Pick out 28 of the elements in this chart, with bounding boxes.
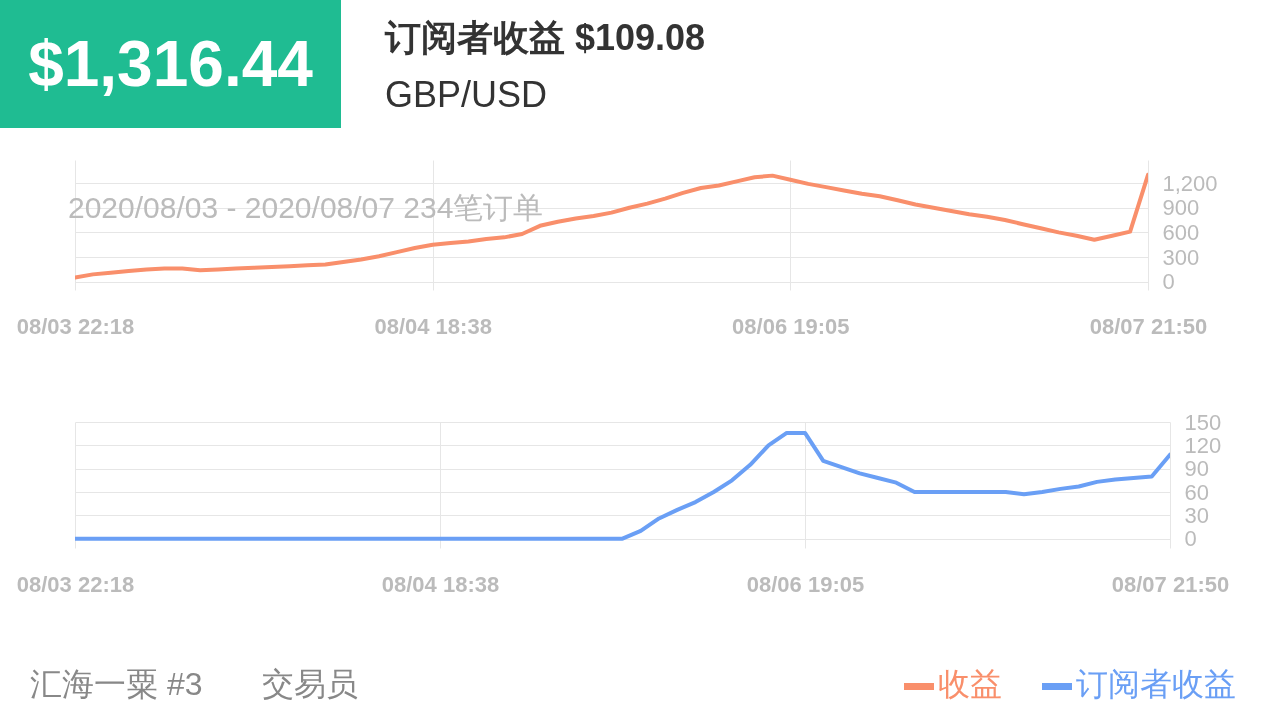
y-tick-label: 0 (1184, 526, 1197, 552)
y-tick-label: 60 (1184, 479, 1209, 505)
x-tick-label: 08/06 19:05 (732, 313, 850, 339)
x-tick-label: 08/07 21:50 (1111, 571, 1230, 597)
text: 交易员 (262, 665, 358, 704)
y-tick-label: 30 (1184, 502, 1209, 528)
x-tick-label: 08/03 22:18 (16, 313, 135, 339)
y-tick-label: 600 (1162, 219, 1200, 245)
legend-label: 收益 (937, 665, 1002, 704)
x-tick-label: 08/04 18:38 (381, 571, 500, 597)
y-tick-label: 0 (1162, 269, 1175, 295)
chart-title: 订阅者收益 $109.08 (385, 16, 706, 60)
x-tick-label: 08/07 21:50 (1089, 313, 1208, 339)
y-tick-label: 120 (1184, 432, 1222, 458)
line-series (75, 430, 1170, 541)
text: $1,316.44 (0, 0, 341, 128)
y-tick-label: 300 (1162, 244, 1200, 270)
legend-label: 订阅者收益 (1075, 665, 1236, 704)
y-tick-label: 1,200 (1162, 170, 1218, 196)
x-tick-label: 08/03 22:18 (16, 571, 135, 597)
text: 汇海一粟 #3 (30, 665, 203, 704)
y-tick-label: 90 (1184, 456, 1209, 482)
y-tick-label: 150 (1184, 409, 1222, 435)
annotation: 2020/08/03 - 2020/08/07 234笔订单 (68, 190, 544, 226)
y-tick-label: 900 (1162, 195, 1200, 221)
x-tick-label: 08/04 18:38 (374, 313, 492, 339)
chart-subtitle: GBP/USD (385, 74, 548, 116)
x-tick-label: 08/06 19:05 (746, 571, 865, 597)
